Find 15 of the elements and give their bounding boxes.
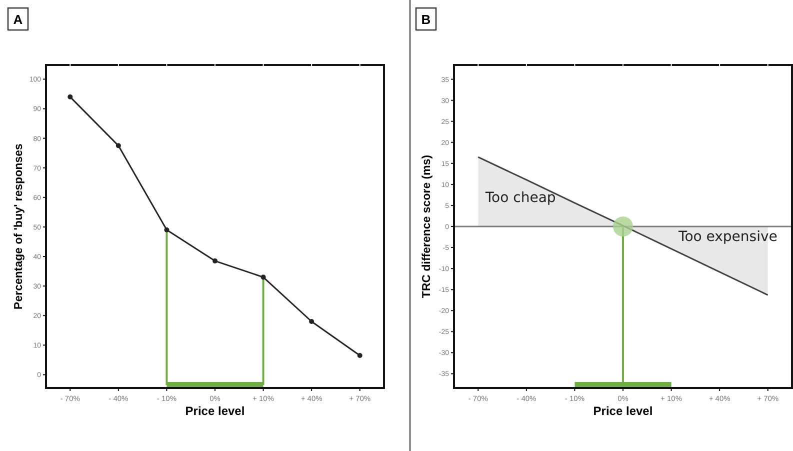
point <box>260 274 266 280</box>
point <box>164 227 170 232</box>
point <box>357 352 362 358</box>
point <box>212 258 218 264</box>
point <box>309 319 314 324</box>
annotation: Too cheap <box>484 190 556 206</box>
point <box>68 94 73 100</box>
point <box>116 143 121 148</box>
chart-title: A <box>13 12 24 27</box>
x-axis-title: Price level <box>593 404 653 418</box>
chart-title: B <box>421 12 431 27</box>
x-axis-title: Price level <box>185 404 245 418</box>
y-axis-title: TRC difference score (ms) <box>421 154 433 298</box>
annotation: Too expensive <box>678 229 778 246</box>
y-axis-title: Percentage of 'buy' responses <box>13 144 25 310</box>
